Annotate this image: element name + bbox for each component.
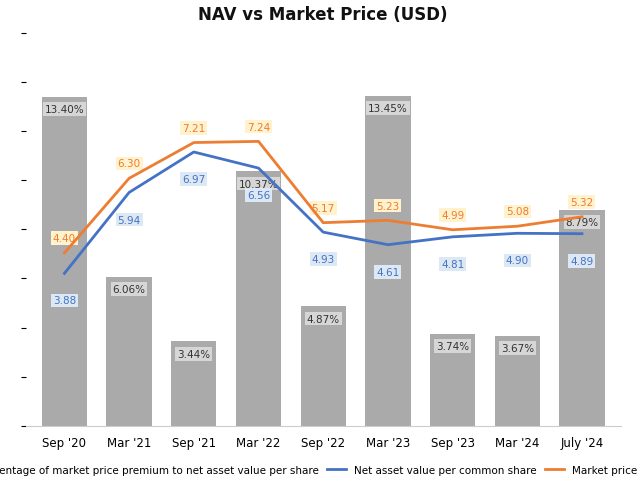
Text: 4.40: 4.40 [53,234,76,243]
Text: 7.24: 7.24 [247,122,270,132]
Text: 3.88: 3.88 [52,296,76,306]
Text: 6.30: 6.30 [118,159,141,169]
Text: 13.40%: 13.40% [45,105,84,115]
Text: 4.81: 4.81 [441,259,464,270]
Text: 6.06%: 6.06% [113,285,146,295]
Text: 5.94: 5.94 [118,215,141,225]
Text: 4.90: 4.90 [506,256,529,266]
Text: 4.87%: 4.87% [307,314,340,324]
Text: 4.99: 4.99 [441,211,464,221]
Bar [559,211,605,426]
Title: NAV vs Market Price (USD): NAV vs Market Price (USD) [198,6,448,24]
Bar [171,342,216,426]
Bar [495,336,540,426]
Bar [365,96,410,426]
Text: 5.08: 5.08 [506,207,529,217]
Text: 7.21: 7.21 [182,123,205,134]
Text: 4.61: 4.61 [376,267,399,277]
Bar [301,306,346,426]
Text: 3.74%: 3.74% [436,342,469,351]
Text: 5.23: 5.23 [376,201,399,211]
Text: 3.67%: 3.67% [500,343,534,353]
Bar [106,277,152,426]
Bar [236,172,281,426]
Text: 6.97: 6.97 [182,175,205,185]
Text: 3.44%: 3.44% [177,349,211,359]
Text: 5.32: 5.32 [570,197,594,208]
Bar [430,334,476,426]
Text: 8.79%: 8.79% [565,218,598,228]
Text: 13.45%: 13.45% [368,104,408,114]
Legend: Percentage of market price premium to net asset value per share, Net asset value: Percentage of market price premium to ne… [0,460,640,479]
Bar [42,98,87,426]
Text: 6.56: 6.56 [247,191,270,201]
Text: 5.17: 5.17 [312,203,335,213]
Text: 4.93: 4.93 [312,255,335,265]
Text: 4.89: 4.89 [570,256,594,266]
Text: 10.37%: 10.37% [239,179,278,189]
